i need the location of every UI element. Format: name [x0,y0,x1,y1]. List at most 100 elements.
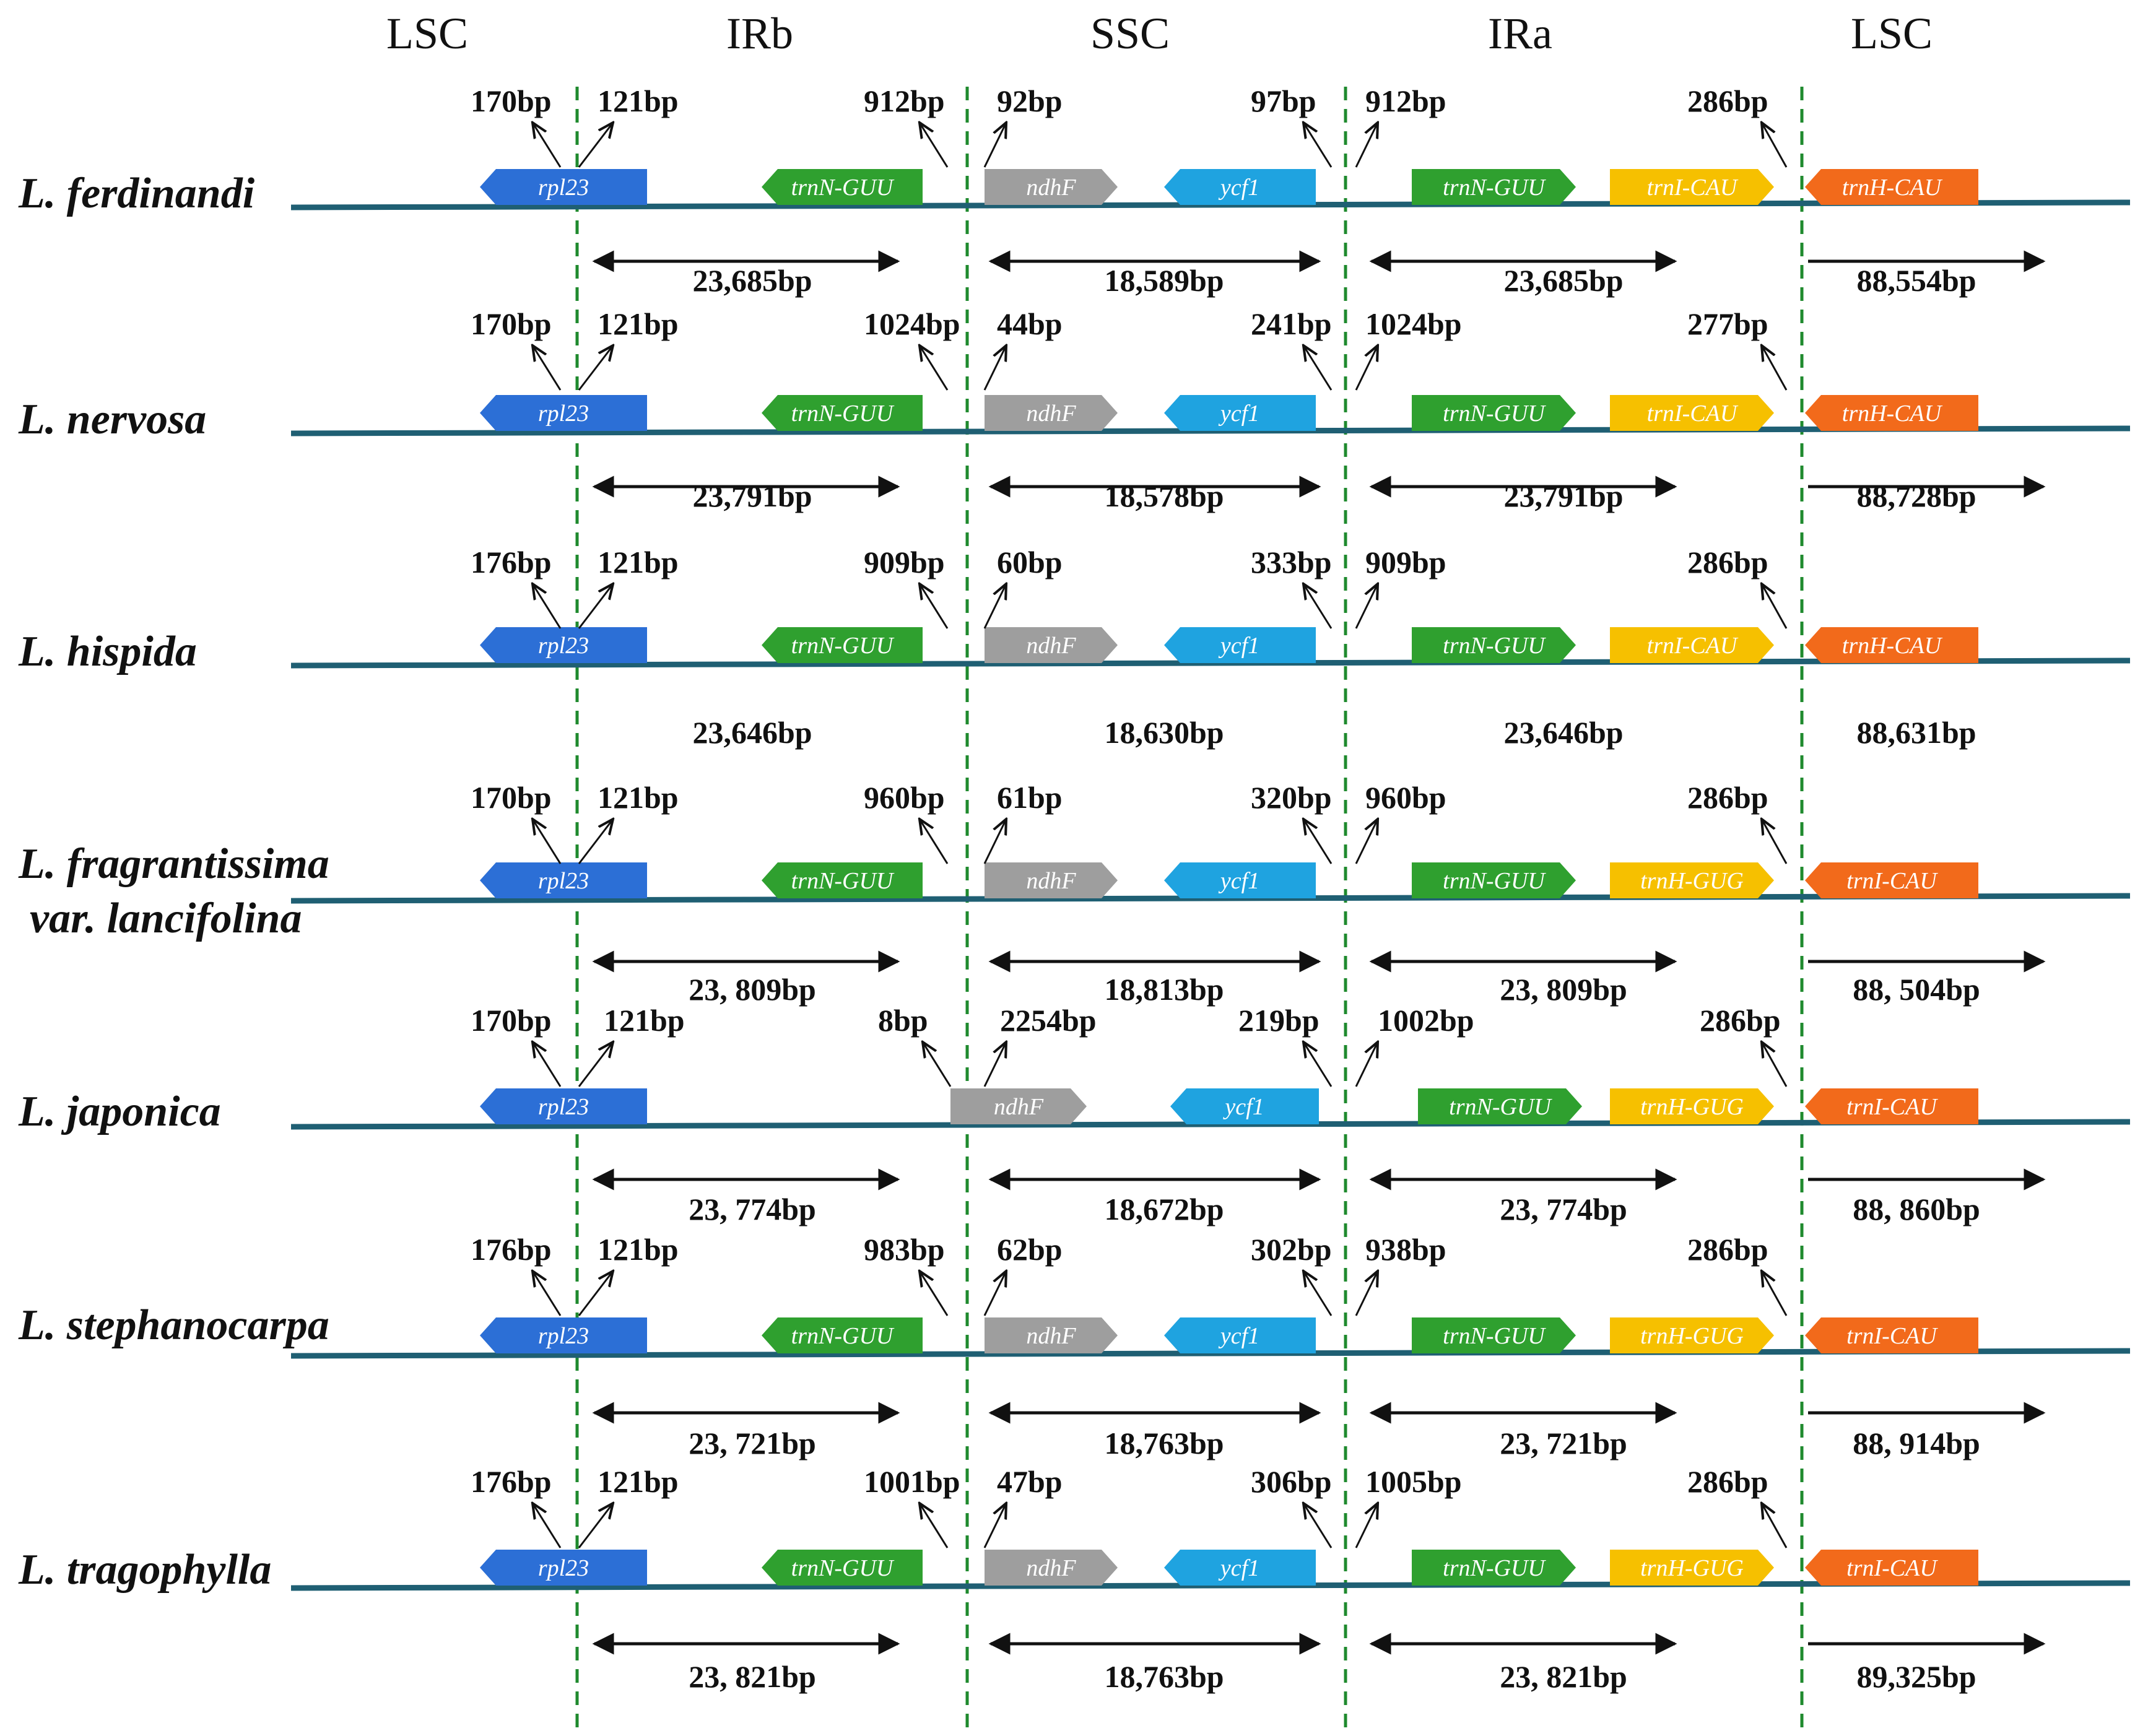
region-length-label: 23,791bp [692,479,812,513]
species-variety: var. lancifolina [30,895,302,942]
gene-trni-cau-shape [1805,1550,1978,1586]
junction-label: 60bp [997,545,1063,579]
region-length-label: 18,578bp [1104,479,1224,513]
junction-arrow [1762,1271,1788,1316]
region-length-label: 23, 809bp [689,972,816,1007]
junction-label: 176bp [471,1464,552,1499]
gene-trnn-guu-label: trnN-GUU [1443,1555,1546,1581]
gene-rpl23-label: rpl23 [538,1094,589,1120]
gene-trnn-guu-shape [1412,1550,1576,1586]
region-length-label: 23, 721bp [1500,1426,1627,1460]
region-label: LSC [386,9,468,58]
gene-trni-cau-shape [1610,395,1774,431]
species-name: L. tragophylla [18,1546,271,1594]
junction-label: 121bp [598,545,679,579]
species-row: L. japonica rpl23 ndhF ycf1 trnN-GUU trnH-GUG… [18,1003,2131,1226]
gene-trnn-guu-shape [1412,862,1576,898]
gene-trnn-guu-label: trnN-GUU [791,633,895,659]
gene-rpl23-label: rpl23 [538,633,589,659]
junction-label: 170bp [471,306,552,341]
region-length-label: 88,631bp [1856,715,1976,750]
gene-trnn-guu-label: trnN-GUU [791,1323,895,1349]
gene-trnn-guu-label: trnN-GUU [1443,401,1546,427]
gene-rpl23-label: rpl23 [538,868,589,894]
gene-rpl23-shape [480,862,647,898]
junction-arrow [1762,123,1788,168]
junction-label: 121bp [598,780,679,815]
region-length-label: 18,763bp [1104,1426,1224,1460]
junction-label: 320bp [1251,780,1332,815]
junction-label: 121bp [598,1232,679,1267]
gene-trnn-guu-label: trnN-GUU [791,175,895,201]
junction-arrow [1303,584,1333,629]
gene-trni-cau-shape [1805,862,1978,898]
junction-label: 176bp [471,1232,552,1267]
gene-trnn-guu-label: trnN-GUU [1443,868,1546,894]
gene-ycf1-label: ycf1 [1218,401,1259,427]
gene-trnh-cau-label: trnH-CAU [1842,401,1943,427]
region-length-label: 88, 914bp [1853,1426,1980,1460]
junction-label: 912bp [864,84,945,118]
gene-ycf1-label: ycf1 [1222,1094,1264,1120]
gene-trnn-guu-label: trnN-GUU [1443,175,1546,201]
junction-arrow [1303,1042,1333,1087]
junction-label: 286bp [1687,1232,1768,1267]
gene-trnh-cau-shape [1805,169,1978,205]
junction-label: 8bp [878,1003,928,1038]
gene-ndhf-label: ndhF [1026,175,1076,201]
junction-arrow [578,1503,613,1548]
junction-arrow [1762,1503,1788,1548]
junction-arrow [1303,1503,1333,1548]
gene-trnh-gug-label: trnH-GUG [1640,868,1744,894]
gene-trnn-guu-shape [1418,1088,1582,1124]
junction-arrow [1303,123,1333,168]
species-name: L. stephanocarpa [18,1301,329,1349]
junction-arrow [533,584,562,629]
junction-label: 170bp [471,1003,552,1038]
junction-label: 302bp [1251,1232,1332,1267]
region-length-label: 23,646bp [692,715,812,750]
species-name: L. ferdinandi [18,170,255,217]
gene-trnn-guu-shape [1412,169,1576,205]
junction-arrow [983,1271,1006,1316]
junction-label: 912bp [1365,84,1446,118]
gene-trnh-gug-label: trnH-GUG [1640,1094,1744,1120]
junction-label: 909bp [1365,545,1446,579]
gene-ndhf-label: ndhF [1026,401,1076,427]
region-length-label: 88, 860bp [1853,1192,1980,1226]
junction-label: 170bp [471,780,552,815]
gene-ndhf-shape [950,1088,1087,1124]
region-length-label: 18,630bp [1104,715,1224,750]
species-row: L. nervosa rpl23 trnN-GUU ndhF ycf1 trnN-GUU t… [18,306,2131,513]
region-length-label: 23,685bp [1503,263,1623,298]
junction-arrow [1355,1503,1378,1548]
gene-trni-cau-label: trnI-CAU [1846,868,1938,894]
junction-arrow [578,345,613,391]
junction-arrow [1762,584,1788,629]
junction-arrow [983,345,1006,391]
species-row: L. stephanocarpa rpl23 trnN-GUU ndhF ycf1 trn… [18,1232,2131,1460]
junction-arrow [1355,584,1378,629]
region-label: IRb [726,9,793,58]
gene-trnh-cau-shape [1805,627,1978,663]
junction-label: 277bp [1687,306,1768,341]
species-name: L. japonica [18,1088,221,1135]
junction-arrow [983,1503,1006,1548]
junction-arrow [1303,1271,1333,1316]
junction-label: 286bp [1687,780,1768,815]
junction-label: 121bp [598,1464,679,1499]
gene-ycf1-shape [1164,627,1316,663]
gene-ycf1-label: ycf1 [1218,1555,1259,1581]
gene-rpl23-shape [480,395,647,431]
gene-ndhf-shape [985,1317,1118,1353]
junction-arrow [1303,345,1333,391]
region-length-label: 23, 821bp [1500,1659,1627,1694]
junction-arrow [920,819,949,864]
junction-label: 286bp [1687,545,1768,579]
gene-ycf1-shape [1164,395,1316,431]
junction-label: 960bp [1365,780,1446,815]
region-length-label: 23, 774bp [1500,1192,1627,1226]
junction-label: 62bp [997,1232,1063,1267]
